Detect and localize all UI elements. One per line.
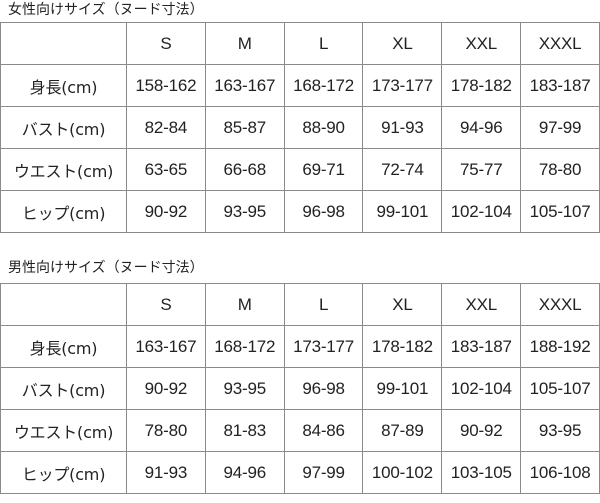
size-value: 96-98 — [283, 190, 364, 233]
header-row: S M L XL XXL XXXL — [0, 22, 600, 65]
row-label: 身長(cm) — [0, 64, 127, 107]
size-header: L — [283, 283, 364, 326]
men-size-title: 男性向けサイズ（ヌード寸法） — [8, 260, 204, 276]
size-value: 91-93 — [362, 106, 443, 149]
size-value: 94-96 — [441, 106, 522, 149]
size-value: 87-89 — [362, 409, 443, 452]
size-value: 105-107 — [520, 190, 600, 233]
size-value: 81-83 — [204, 409, 285, 452]
size-header: S — [126, 283, 206, 326]
size-value: 90-92 — [126, 367, 206, 410]
size-value: 168-172 — [283, 64, 364, 107]
size-value: 66-68 — [204, 148, 285, 191]
size-value: 99-101 — [362, 367, 443, 410]
row-label: ウエスト(cm) — [0, 148, 127, 191]
size-value: 78-80 — [520, 148, 600, 191]
size-value: 178-182 — [362, 325, 443, 368]
size-value: 96-98 — [283, 367, 364, 410]
size-value: 63-65 — [126, 148, 206, 191]
size-value: 90-92 — [126, 190, 206, 233]
size-value: 178-182 — [441, 64, 522, 107]
size-header: XXL — [441, 283, 522, 326]
size-value: 163-167 — [126, 325, 206, 368]
size-value: 75-77 — [441, 148, 522, 191]
size-value: 102-104 — [441, 367, 522, 410]
table-row: 身長(cm) 163-167 168-172 173-177 178-182 183-18… — [0, 325, 600, 368]
size-value: 97-99 — [520, 106, 600, 149]
size-value: 102-104 — [441, 190, 522, 233]
size-value: 173-177 — [362, 64, 443, 107]
size-header: M — [204, 283, 285, 326]
size-value: 103-105 — [441, 451, 522, 494]
table-row: 身長(cm) 158-162 163-167 168-172 173-177 178-18… — [0, 64, 600, 107]
row-label: バスト(cm) — [0, 106, 127, 149]
size-value: 183-187 — [441, 325, 522, 368]
size-value: 85-87 — [204, 106, 285, 149]
size-value: 99-101 — [362, 190, 443, 233]
size-value: 93-95 — [204, 367, 285, 410]
size-header: XL — [362, 22, 443, 65]
corner-cell — [0, 22, 127, 65]
size-value: 78-80 — [126, 409, 206, 452]
size-header: XXXL — [520, 283, 600, 326]
row-label: ヒップ(cm) — [0, 190, 127, 233]
table-row: バスト(cm) 90-92 93-95 96-98 99-101 102-104 105-1… — [0, 367, 600, 410]
size-value: 183-187 — [520, 64, 600, 107]
size-value: 173-177 — [283, 325, 364, 368]
corner-cell — [0, 283, 127, 326]
header-row: S M L XL XXL XXXL — [0, 283, 600, 326]
size-value: 100-102 — [362, 451, 443, 494]
table-row: ウエスト(cm) 78-80 81-83 84-86 87-89 90-92 93-95 — [0, 409, 600, 452]
row-label: ヒップ(cm) — [0, 451, 127, 494]
size-value: 90-92 — [441, 409, 522, 452]
table-row: ウエスト(cm) 63-65 66-68 69-71 72-74 75-77 78-80 — [0, 148, 600, 191]
size-value: 94-96 — [204, 451, 285, 494]
size-header: XXXL — [520, 22, 600, 65]
size-value: 163-167 — [204, 64, 285, 107]
size-value: 105-107 — [520, 367, 600, 410]
size-value: 82-84 — [126, 106, 206, 149]
men-size-table: S M L XL XXL XXXL 身長(cm) 163-167 168-172 173-177 1… — [0, 283, 600, 494]
size-value: 188-192 — [520, 325, 600, 368]
size-value: 168-172 — [204, 325, 285, 368]
women-size-title: 女性向けサイズ（ヌード寸法） — [8, 2, 204, 18]
size-value: 93-95 — [520, 409, 600, 452]
size-header: L — [283, 22, 364, 65]
women-size-table: S M L XL XXL XXXL 身長(cm) 158-162 163-167 168-172 1… — [0, 22, 600, 233]
size-value: 158-162 — [126, 64, 206, 107]
size-value: 91-93 — [126, 451, 206, 494]
row-label: バスト(cm) — [0, 367, 127, 410]
size-value: 69-71 — [283, 148, 364, 191]
size-value: 88-90 — [283, 106, 364, 149]
size-value: 97-99 — [283, 451, 364, 494]
size-value: 84-86 — [283, 409, 364, 452]
size-header: M — [204, 22, 285, 65]
size-header: XL — [362, 283, 443, 326]
size-header: S — [126, 22, 206, 65]
row-label: 身長(cm) — [0, 325, 127, 368]
size-value: 93-95 — [204, 190, 285, 233]
table-row: ヒップ(cm) 90-92 93-95 96-98 99-101 102-104 105-1… — [0, 190, 600, 233]
size-value: 106-108 — [520, 451, 600, 494]
size-value: 72-74 — [362, 148, 443, 191]
table-row: バスト(cm) 82-84 85-87 88-90 91-93 94-96 97-99 — [0, 106, 600, 149]
table-row: ヒップ(cm) 91-93 94-96 97-99 100-102 103-105 106-… — [0, 451, 600, 494]
row-label: ウエスト(cm) — [0, 409, 127, 452]
size-header: XXL — [441, 22, 522, 65]
